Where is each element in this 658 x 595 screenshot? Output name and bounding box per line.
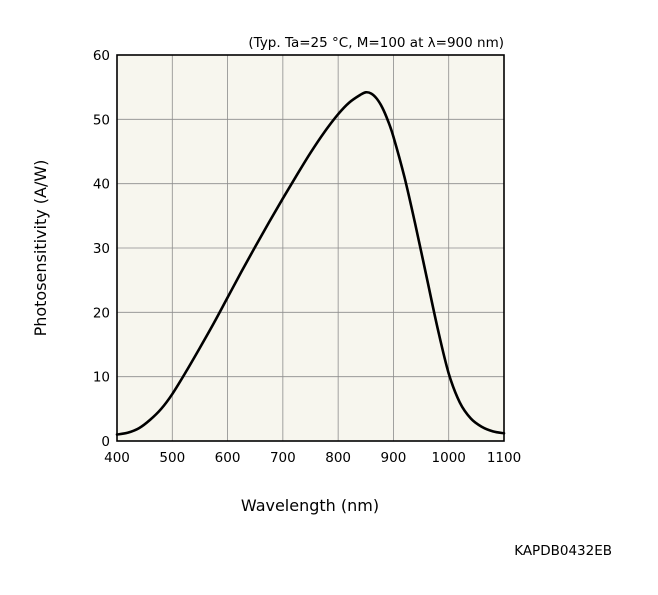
x-tick-label: 800	[325, 450, 351, 466]
grid-lines	[117, 55, 504, 441]
x-tick-label: 700	[270, 450, 296, 466]
y-tick-label: 60	[93, 48, 110, 64]
x-tick-label: 900	[381, 450, 407, 466]
y-tick-labels: 0 10 20 30 40 50 60	[93, 48, 110, 450]
figure-code: KAPDB0432EB	[514, 543, 612, 559]
measurement-condition: (Typ. Ta=25 °C, M=100 at λ=900 nm)	[248, 35, 504, 51]
plot-frame	[116, 54, 505, 442]
y-tick-label: 20	[93, 305, 110, 321]
y-tick-label: 0	[101, 434, 110, 450]
y-tick-label: 30	[93, 241, 110, 257]
x-tick-label: 400	[104, 450, 130, 466]
x-tick-label: 600	[215, 450, 241, 466]
y-tick-label: 50	[93, 112, 110, 128]
x-tick-label: 1000	[432, 450, 466, 466]
y-axis-title: Photosensitivity (A/W)	[31, 160, 50, 337]
x-tick-label: 500	[159, 450, 185, 466]
sensitivity-curve	[115, 90, 506, 436]
x-tick-label: 1100	[487, 450, 521, 466]
y-tick-label: 40	[93, 177, 110, 193]
x-tick-labels: 400 500 600 700 800 900 1000 1100	[104, 450, 521, 466]
x-axis-title: Wavelength (nm)	[241, 496, 379, 515]
y-tick-label: 10	[93, 370, 110, 386]
